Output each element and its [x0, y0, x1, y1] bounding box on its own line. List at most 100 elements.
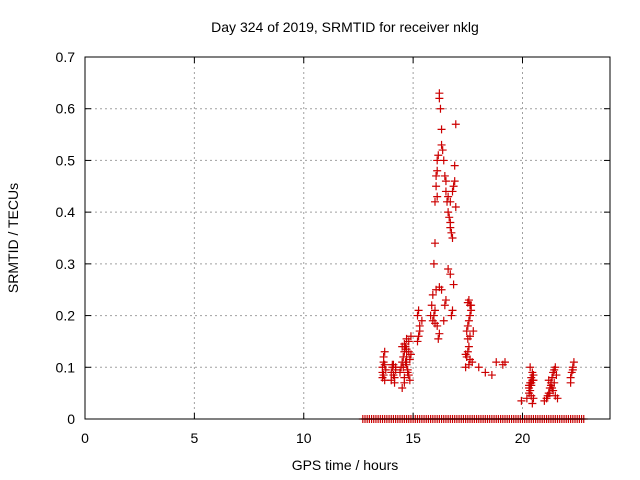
data-point	[432, 171, 441, 180]
data-point	[413, 337, 422, 346]
data-point	[481, 368, 490, 377]
data-point	[466, 301, 474, 310]
axis-ticks: 0 5 10 15 20 0 0.1 0.2 0.3 0.4 0.5 0.6 0.7	[56, 49, 610, 446]
data-point	[448, 187, 457, 196]
data-point	[566, 378, 575, 387]
data-point	[417, 316, 426, 325]
data-point	[463, 321, 472, 330]
data-point	[446, 197, 455, 206]
y-tick-label: 0.6	[56, 101, 76, 117]
data-point	[431, 239, 439, 248]
data-point	[446, 270, 455, 279]
data-point	[551, 363, 560, 372]
data-point	[461, 350, 470, 359]
data-point	[415, 327, 424, 336]
data-point	[413, 311, 422, 320]
data-point	[444, 192, 453, 201]
data-point	[464, 342, 473, 351]
data-point	[414, 306, 423, 315]
data-point	[405, 376, 414, 385]
data-point	[379, 352, 388, 361]
data-point	[429, 311, 438, 320]
data-point	[380, 347, 389, 356]
data-point	[427, 301, 436, 310]
data-point	[437, 125, 446, 134]
data-point	[448, 306, 457, 315]
data-point	[464, 360, 473, 369]
data-point	[446, 223, 455, 232]
data-point	[449, 280, 458, 289]
data-point	[434, 151, 443, 160]
data-point	[431, 197, 439, 206]
data-point	[450, 177, 459, 186]
data-point	[552, 371, 561, 380]
y-tick-label: 0.4	[56, 204, 76, 220]
data-point	[433, 192, 442, 201]
data-point	[487, 371, 496, 380]
data-point	[451, 120, 460, 129]
data-point	[553, 394, 562, 403]
data-point	[429, 259, 438, 268]
data-point	[379, 371, 388, 380]
data-point	[391, 365, 400, 374]
data-point	[406, 332, 415, 341]
data-point	[439, 316, 448, 325]
grid-lines	[85, 57, 610, 419]
data-point	[444, 265, 453, 274]
data-point	[434, 334, 443, 343]
data-point	[440, 171, 449, 180]
data-point	[464, 296, 473, 305]
data-point	[466, 311, 474, 320]
data-point	[381, 365, 390, 374]
data-point	[438, 146, 447, 155]
plot-frame	[84, 56, 611, 420]
y-tick-label: 0.2	[56, 308, 76, 324]
data-point	[389, 371, 398, 380]
data-point	[448, 234, 457, 242]
data-point	[449, 182, 458, 191]
data-point	[529, 394, 538, 403]
data-point	[447, 228, 456, 237]
data-point	[441, 177, 450, 186]
data-point	[406, 350, 415, 359]
data-point	[403, 368, 412, 377]
data-point	[528, 399, 537, 408]
data-point	[435, 89, 444, 98]
x-tick-label: 15	[405, 430, 421, 446]
data-point	[466, 355, 474, 364]
y-tick-label: 0.5	[56, 152, 76, 168]
x-tick-label: 5	[190, 430, 198, 446]
data-point	[492, 358, 501, 367]
data-point	[548, 383, 557, 392]
data-point	[550, 378, 559, 387]
data-point	[399, 363, 408, 372]
data-point	[501, 358, 509, 367]
data-point	[402, 345, 411, 354]
data-point	[398, 383, 407, 392]
data-point	[436, 104, 445, 113]
data-point	[447, 311, 456, 320]
data-point	[388, 360, 397, 369]
data-point	[390, 378, 399, 387]
data-point	[432, 182, 441, 191]
y-tick-label: 0.3	[56, 256, 76, 272]
data-point	[428, 290, 437, 299]
data-point	[396, 368, 404, 377]
data-point	[432, 285, 441, 294]
data-point	[450, 161, 459, 170]
data-point	[400, 378, 409, 387]
data-point	[529, 376, 538, 385]
x-tick-label: 0	[81, 430, 89, 446]
data-point	[380, 360, 389, 369]
y-axis-label: SRMTID / TECUs	[5, 183, 21, 293]
data-point	[463, 334, 472, 343]
data-point	[568, 365, 577, 374]
data-point	[467, 306, 476, 315]
y-tick-label: 0.7	[56, 49, 76, 65]
data-point	[569, 358, 578, 367]
data-point	[431, 306, 439, 315]
data-point	[451, 202, 460, 211]
data-point	[441, 296, 450, 305]
y-tick-label: 0.1	[56, 359, 76, 375]
